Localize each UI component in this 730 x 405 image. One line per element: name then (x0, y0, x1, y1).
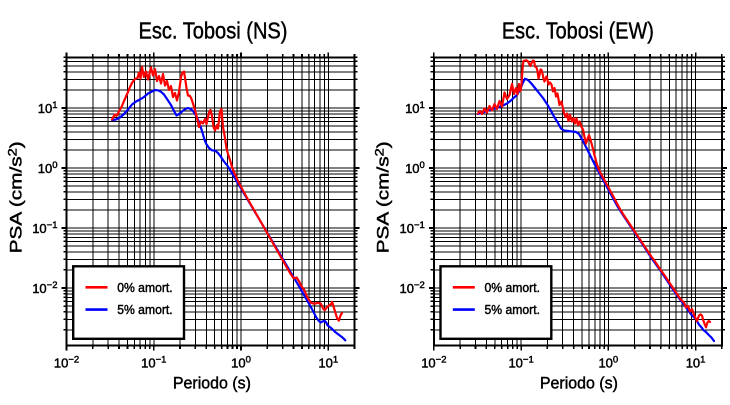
svg-text:101: 101 (405, 100, 425, 116)
svg-text:Periodo (s): Periodo (s) (173, 374, 251, 393)
svg-text:0% amort.: 0% amort. (117, 280, 173, 295)
svg-text:10−2: 10−2 (54, 355, 79, 371)
svg-text:100: 100 (38, 160, 58, 176)
svg-text:0% amort.: 0% amort. (485, 280, 541, 295)
svg-text:10−1: 10−1 (32, 220, 57, 236)
svg-text:101: 101 (38, 100, 58, 116)
svg-text:101: 101 (318, 355, 338, 371)
svg-text:10−2: 10−2 (400, 280, 425, 296)
svg-text:Periodo (s): Periodo (s) (540, 374, 618, 393)
svg-text:10−2: 10−2 (32, 280, 57, 296)
svg-text:PSA (cm/s2): PSA (cm/s2) (372, 141, 392, 253)
svg-text:5% amort.: 5% amort. (117, 302, 173, 317)
svg-text:100: 100 (405, 160, 425, 176)
svg-text:Esc. Tobosi (NS): Esc. Tobosi (NS) (139, 17, 288, 43)
svg-text:10−1: 10−1 (508, 355, 533, 371)
svg-text:100: 100 (231, 355, 251, 371)
svg-text:100: 100 (598, 355, 618, 371)
svg-text:Esc. Tobosi (EW): Esc. Tobosi (EW) (502, 17, 654, 43)
svg-text:5% amort.: 5% amort. (485, 302, 541, 317)
svg-text:10−1: 10−1 (141, 355, 166, 371)
svg-text:10−2: 10−2 (421, 355, 446, 371)
svg-text:PSA (cm/s2): PSA (cm/s2) (5, 141, 25, 253)
svg-text:10−1: 10−1 (400, 220, 425, 236)
svg-text:101: 101 (686, 355, 706, 371)
